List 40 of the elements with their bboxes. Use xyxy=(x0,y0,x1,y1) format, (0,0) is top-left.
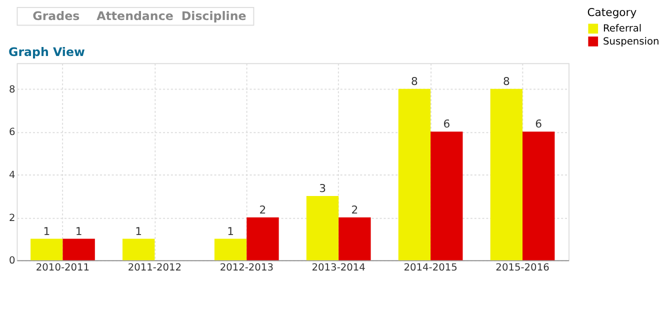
data-label: 8 xyxy=(411,74,418,88)
data-label: 3 xyxy=(319,182,326,195)
bar xyxy=(30,238,63,260)
x-tick-label: 2010-2011 xyxy=(36,262,90,274)
x-tick-label: 2012-2013 xyxy=(220,262,274,274)
bar xyxy=(522,132,555,260)
chart-title: Graph View xyxy=(8,45,85,60)
bar xyxy=(398,88,431,260)
y-tick-label: 8 xyxy=(9,84,16,96)
bar xyxy=(490,88,523,260)
data-label: 8 xyxy=(502,74,510,88)
bar xyxy=(246,217,279,260)
x-tick-label: 2015-2016 xyxy=(496,262,550,274)
data-label: 6 xyxy=(535,118,542,131)
text: Attendance xyxy=(96,8,174,23)
y-tick-label: 4 xyxy=(9,170,16,181)
text: Discipline xyxy=(181,8,246,23)
data-label: 6 xyxy=(443,118,450,131)
bar xyxy=(62,238,95,260)
bar xyxy=(306,196,339,260)
x-tick-label: 2013-2014 xyxy=(312,262,366,274)
legend-label: Referral xyxy=(602,24,642,35)
data-label: 1 xyxy=(227,224,234,238)
text: Grades xyxy=(32,8,80,23)
x-tick-label: 2011-2012 xyxy=(128,262,182,274)
data-label: 1 xyxy=(75,224,82,238)
data-label: 1 xyxy=(135,224,142,238)
data-label: 2 xyxy=(351,203,358,216)
legend-title: Category xyxy=(587,6,638,19)
bar xyxy=(430,132,463,260)
x-tick-label: 2014-2015 xyxy=(404,262,458,274)
bar xyxy=(122,238,155,260)
bar xyxy=(338,217,371,260)
legend-label: Suspension xyxy=(602,36,660,48)
data-label: 2 xyxy=(259,203,266,216)
bar xyxy=(214,238,247,260)
y-tick-label: 0 xyxy=(9,256,16,267)
data-label: 1 xyxy=(43,224,50,238)
y-tick-label: 6 xyxy=(9,127,16,138)
y-tick-label: 2 xyxy=(9,212,16,224)
